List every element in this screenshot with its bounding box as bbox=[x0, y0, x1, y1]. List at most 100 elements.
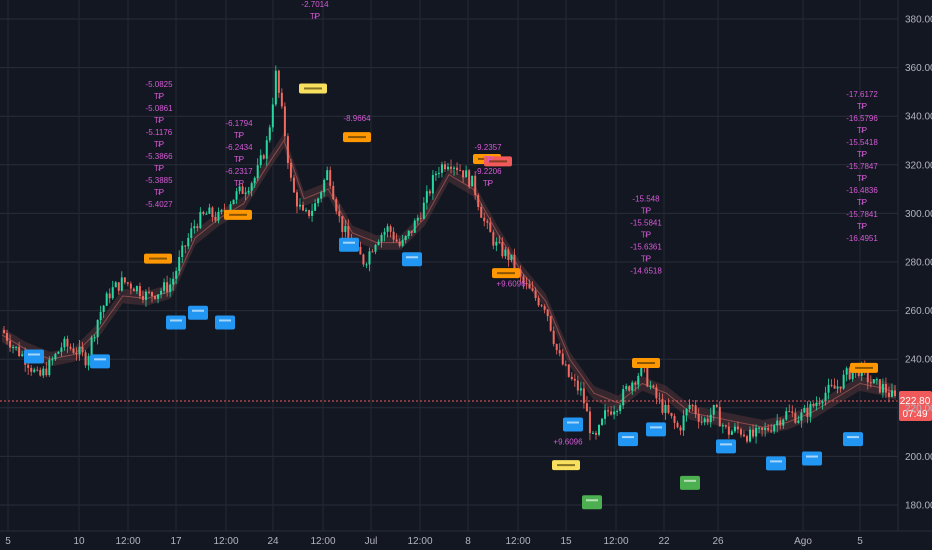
candle-body bbox=[465, 170, 468, 178]
candle-body bbox=[208, 207, 211, 214]
entry-marker bbox=[680, 475, 700, 490]
tp-arrow-icon: ↓ bbox=[860, 149, 864, 158]
tp-arrow-icon: ↓ bbox=[237, 154, 241, 163]
candle-body bbox=[416, 217, 419, 221]
candle-body bbox=[561, 353, 564, 365]
candle-body bbox=[163, 282, 166, 291]
x-tick-label: 12:00 bbox=[115, 536, 140, 547]
candle-body bbox=[887, 392, 890, 397]
candle-body bbox=[872, 379, 875, 384]
candle-body bbox=[483, 217, 486, 222]
candle-body bbox=[585, 403, 588, 412]
tp-arrow-icon: ↓ bbox=[644, 229, 648, 238]
x-tick-label: 17 bbox=[170, 536, 182, 547]
candle-body bbox=[344, 226, 347, 233]
entry-marker-text bbox=[720, 443, 732, 446]
candle-body bbox=[848, 368, 851, 380]
entry-marker-text bbox=[586, 499, 598, 502]
candle-body bbox=[45, 368, 48, 376]
candle-body bbox=[456, 167, 459, 171]
candle-body bbox=[431, 175, 434, 194]
candle-body bbox=[655, 387, 658, 399]
tp-annotation-text: TP bbox=[154, 140, 164, 149]
tp-annotation-text: TP bbox=[234, 179, 244, 188]
candle-body bbox=[661, 398, 664, 413]
candle-body bbox=[181, 245, 184, 258]
entry-marker bbox=[843, 432, 863, 447]
entry-marker bbox=[582, 495, 602, 510]
tp-annotation-text: TP bbox=[234, 131, 244, 140]
candle-body bbox=[604, 410, 607, 419]
candle-body bbox=[317, 198, 320, 204]
entry-marker bbox=[166, 315, 186, 330]
candle-body bbox=[196, 226, 199, 229]
candle-body bbox=[718, 406, 721, 427]
candle-body bbox=[776, 420, 779, 426]
tp-annotation-text: -17.6172 bbox=[846, 90, 878, 99]
candle-body bbox=[658, 398, 661, 400]
candle-body bbox=[299, 204, 301, 207]
candle-body bbox=[528, 283, 531, 289]
candle-body bbox=[513, 254, 516, 270]
candle-body bbox=[126, 282, 129, 284]
candle-body bbox=[634, 382, 637, 385]
x-tick-label: Jul bbox=[365, 536, 378, 547]
x-tick-label: 24 bbox=[267, 536, 279, 547]
tp-annotation-text: -5.3866 bbox=[145, 152, 173, 161]
candle-body bbox=[649, 385, 652, 387]
tp-annotation-text: TP bbox=[154, 92, 164, 101]
tp-arrow-icon: ↓ bbox=[157, 115, 161, 124]
candle-body bbox=[123, 277, 126, 283]
tp-annotation-text: -8.9664 bbox=[343, 114, 371, 123]
entry-marker bbox=[802, 451, 822, 466]
candle-body bbox=[57, 351, 60, 354]
x-axis[interactable]: 5 10 12:00 17 12:00 24 12:00 Jul 12:00 8 12:00 15 12… bbox=[0, 530, 932, 547]
candle-body bbox=[90, 337, 93, 357]
candle-body bbox=[235, 191, 238, 200]
y-tick-label: 380.00 bbox=[905, 15, 932, 26]
candle-body bbox=[27, 364, 30, 368]
tp-annotation-text: -15.548 bbox=[632, 194, 660, 203]
candle-body bbox=[166, 282, 169, 292]
candle-body bbox=[706, 418, 709, 423]
candle-body bbox=[172, 278, 175, 285]
candle-body bbox=[69, 346, 72, 349]
tp-tag-text bbox=[149, 257, 167, 260]
candle-body bbox=[326, 170, 329, 180]
candle-body bbox=[845, 368, 848, 375]
tp-arrow-icon: ↓ bbox=[644, 205, 648, 214]
y-tick-label: 200.00 bbox=[905, 452, 932, 463]
candle-body bbox=[217, 211, 220, 221]
candle-body bbox=[682, 415, 685, 431]
candle-body bbox=[308, 210, 311, 216]
candle-body bbox=[721, 425, 724, 427]
candle-body bbox=[761, 427, 764, 430]
entry-marker-text bbox=[170, 319, 182, 322]
y-axis[interactable]: 180.00 200.00 220.00 240.00 260.00 280.00 300.… bbox=[897, 0, 932, 531]
candle-body bbox=[259, 155, 262, 166]
candle-body bbox=[72, 348, 75, 353]
x-tick-label: 8 bbox=[465, 536, 471, 547]
x-tick-label: 5 bbox=[5, 536, 11, 547]
candle-body bbox=[540, 305, 543, 307]
tp-tag-text bbox=[348, 136, 366, 139]
candle-body bbox=[443, 164, 446, 170]
candle-body bbox=[552, 330, 555, 345]
tp-annotation-text: -9.2206 bbox=[474, 167, 502, 176]
entry-marker-text bbox=[94, 358, 106, 361]
candle-body bbox=[154, 296, 157, 299]
candle-body bbox=[54, 353, 57, 360]
candle-body bbox=[371, 251, 374, 253]
candle-body bbox=[573, 379, 576, 381]
y-tick-label: 180.00 bbox=[905, 501, 932, 512]
candle-body bbox=[141, 296, 144, 300]
tp-arrow-icon: ↓ bbox=[486, 154, 490, 163]
candle-body bbox=[108, 293, 111, 299]
candle-body bbox=[120, 277, 123, 291]
candle-body bbox=[522, 276, 525, 283]
candle-body bbox=[244, 192, 247, 194]
candle-body bbox=[450, 166, 453, 169]
candle-body bbox=[214, 217, 217, 221]
candle-body bbox=[773, 425, 776, 432]
